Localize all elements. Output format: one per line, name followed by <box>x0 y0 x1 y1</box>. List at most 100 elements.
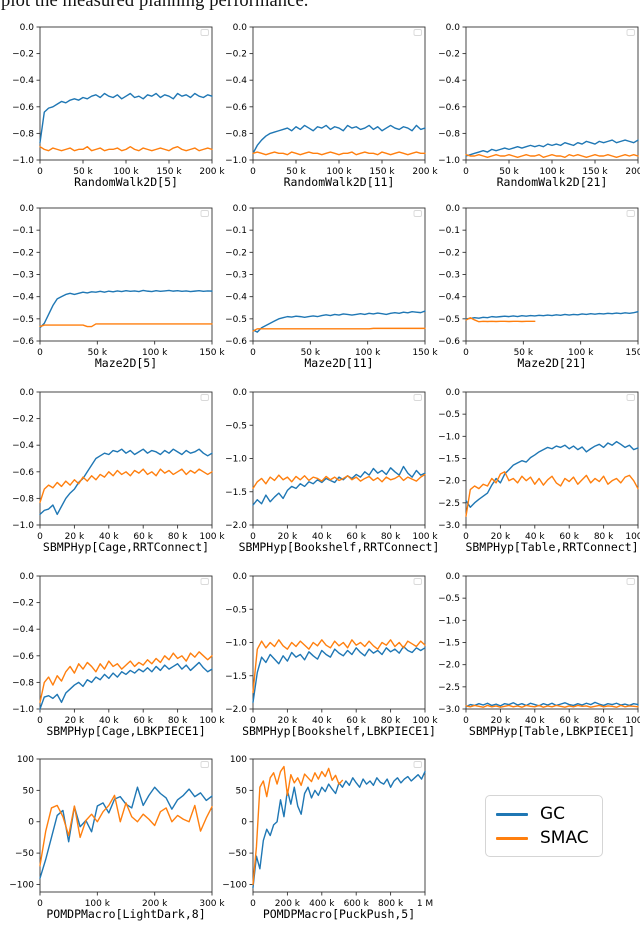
series-line-smac <box>252 151 426 156</box>
legend-entry-smac: SMAC <box>496 829 592 847</box>
y-tick-label: −1.5 <box>225 672 247 682</box>
series-line-gc <box>39 786 213 879</box>
series-line-gc <box>465 701 639 708</box>
caption-text: plot the measured planning performance. <box>1 0 309 11</box>
y-tick-label: −2.0 <box>438 477 460 487</box>
gc-line-swatch <box>496 812 528 816</box>
y-tick-label: −0.1 <box>438 226 460 236</box>
series-line-smac <box>465 317 536 323</box>
y-tick-label: 0.0 <box>233 388 248 398</box>
subplot-title: SBMPHyp[Table,RRTConnect] <box>465 540 638 554</box>
x-tick-label: 200 k <box>142 899 168 909</box>
x-tick-label: 0 <box>37 167 43 177</box>
y-tick-label: 0.0 <box>233 572 248 582</box>
subplot-randomwalk2d-5-: 0.0 −0.2 −0.4 −0.6 −0.8 −1.0 0 50 k 100 k 150 k 20… <box>0 22 225 207</box>
series-line-gc <box>252 465 426 506</box>
y-tick-label: −0.8 <box>438 129 460 139</box>
y-tick-label: −0.5 <box>225 605 247 615</box>
x-tick-label: 150 k <box>412 348 438 358</box>
y-tick-label: −0.2 <box>438 248 460 258</box>
y-tick-label: −0.5 <box>438 594 460 604</box>
x-tick-label: 0 <box>250 532 256 542</box>
series-line-smac <box>39 145 213 152</box>
y-tick-label: −0.4 <box>438 76 460 86</box>
y-tick-label: −0.4 <box>438 293 460 303</box>
legend-entry-gc: GC <box>496 803 592 824</box>
x-tick-label: 800 k <box>378 899 404 909</box>
y-tick-label: −1.0 <box>12 521 34 531</box>
subplot-maze2d-11-: 0.0 −0.1 −0.2 −0.3 −0.4 −0.5 −0.6 0 50 k 100 k 150… <box>213 203 438 388</box>
x-tick-label: 0 <box>250 899 256 909</box>
y-tick-label: −1.0 <box>438 432 460 442</box>
x-tick-label: 100 k <box>412 716 438 726</box>
y-tick-label: 0 <box>241 818 247 828</box>
x-tick-label: 200 k <box>275 899 301 909</box>
x-tick-label: 60 k <box>346 716 366 726</box>
series-line-gc <box>465 311 639 320</box>
series-line-gc <box>252 124 426 155</box>
x-tick-label: 0 <box>463 532 469 542</box>
x-tick-label: 50 k <box>499 167 519 177</box>
subplot-title: RandomWalk2D[21] <box>497 175 608 189</box>
series-line-smac <box>252 327 426 332</box>
x-tick-label: 80 k <box>168 716 188 726</box>
series-line-smac <box>465 471 639 517</box>
y-tick-label: −0.2 <box>12 599 34 609</box>
x-tick-label: 0 <box>37 532 43 542</box>
x-tick-label: 600 k <box>344 899 370 909</box>
y-tick-label: −0.1 <box>12 226 34 236</box>
legend-label-gc: GC <box>540 803 566 824</box>
y-tick-label: −0.6 <box>225 103 247 113</box>
x-tick-label: 50 k <box>514 348 534 358</box>
legend-box: GC SMAC <box>485 795 603 857</box>
y-tick-label: −0.8 <box>12 678 34 688</box>
y-tick-label: −1.0 <box>12 705 34 715</box>
mini-legend-box <box>626 210 635 217</box>
x-tick-label: 100 k <box>199 532 225 542</box>
y-tick-label: −0.4 <box>12 441 34 451</box>
y-tick-label: −1.5 <box>438 639 460 649</box>
mini-legend-box <box>413 761 422 768</box>
x-tick-label: 20 k <box>491 532 511 542</box>
y-tick-label: −0.5 <box>12 315 34 325</box>
subplot-title: SBMPHyp[Bookshelf,LBKPIECE1] <box>242 724 436 738</box>
subplot-pomdpmacro-lightdark-8-: 100 50 0 −50 −100 0 100 k 200 k 300 k POMDPMacro[… <box>0 754 225 939</box>
series-line-gc <box>252 645 426 704</box>
y-tick-label: 0.0 <box>20 388 35 398</box>
y-tick-label: −50 <box>228 849 247 859</box>
x-tick-label: 80 k <box>594 532 614 542</box>
x-tick-label: 400 k <box>309 899 335 909</box>
y-tick-label: −0.4 <box>12 625 34 635</box>
series-line-smac <box>39 468 213 504</box>
x-tick-label: 100 k <box>412 532 438 542</box>
smac-line-swatch <box>496 836 528 840</box>
mini-legend-box <box>200 210 209 217</box>
y-tick-label: −0.8 <box>12 494 34 504</box>
subplot-title: RandomWalk2D[5] <box>74 175 178 189</box>
y-tick-label: −0.2 <box>12 248 34 258</box>
y-tick-label: −1.0 <box>438 616 460 626</box>
x-tick-label: 80 k <box>594 716 614 726</box>
x-tick-label: 20 k <box>278 716 298 726</box>
x-tick-label: 50 k <box>73 167 93 177</box>
subplot-title: SBMPHyp[Table,LBKPIECE1] <box>469 724 635 738</box>
series-line-gc <box>39 448 213 516</box>
series-line-smac <box>39 794 213 867</box>
subplot-title: POMDPMacro[LightDark,8] <box>46 907 205 921</box>
x-tick-label: 150 k <box>582 167 608 177</box>
x-tick-label: 100 k <box>625 716 640 726</box>
y-tick-label: −100 <box>9 880 34 890</box>
x-tick-label: 20 k <box>491 716 511 726</box>
y-tick-label: −0.5 <box>438 410 460 420</box>
charts-grid: 0.0 −0.2 −0.4 −0.6 −0.8 −1.0 0 50 k 100 k 150 k 20… <box>0 22 640 921</box>
mini-legend-box <box>200 761 209 768</box>
x-tick-label: 300 k <box>199 899 225 909</box>
subplot-title: Maze2D[5] <box>95 356 157 370</box>
y-tick-label: −100 <box>222 880 247 890</box>
x-tick-label: 0 <box>463 348 469 358</box>
y-tick-label: −1.0 <box>12 156 34 166</box>
x-tick-label: 100 k <box>355 348 381 358</box>
mini-legend-box <box>200 29 209 36</box>
y-tick-label: −0.2 <box>438 50 460 60</box>
series-line-smac <box>465 153 639 159</box>
